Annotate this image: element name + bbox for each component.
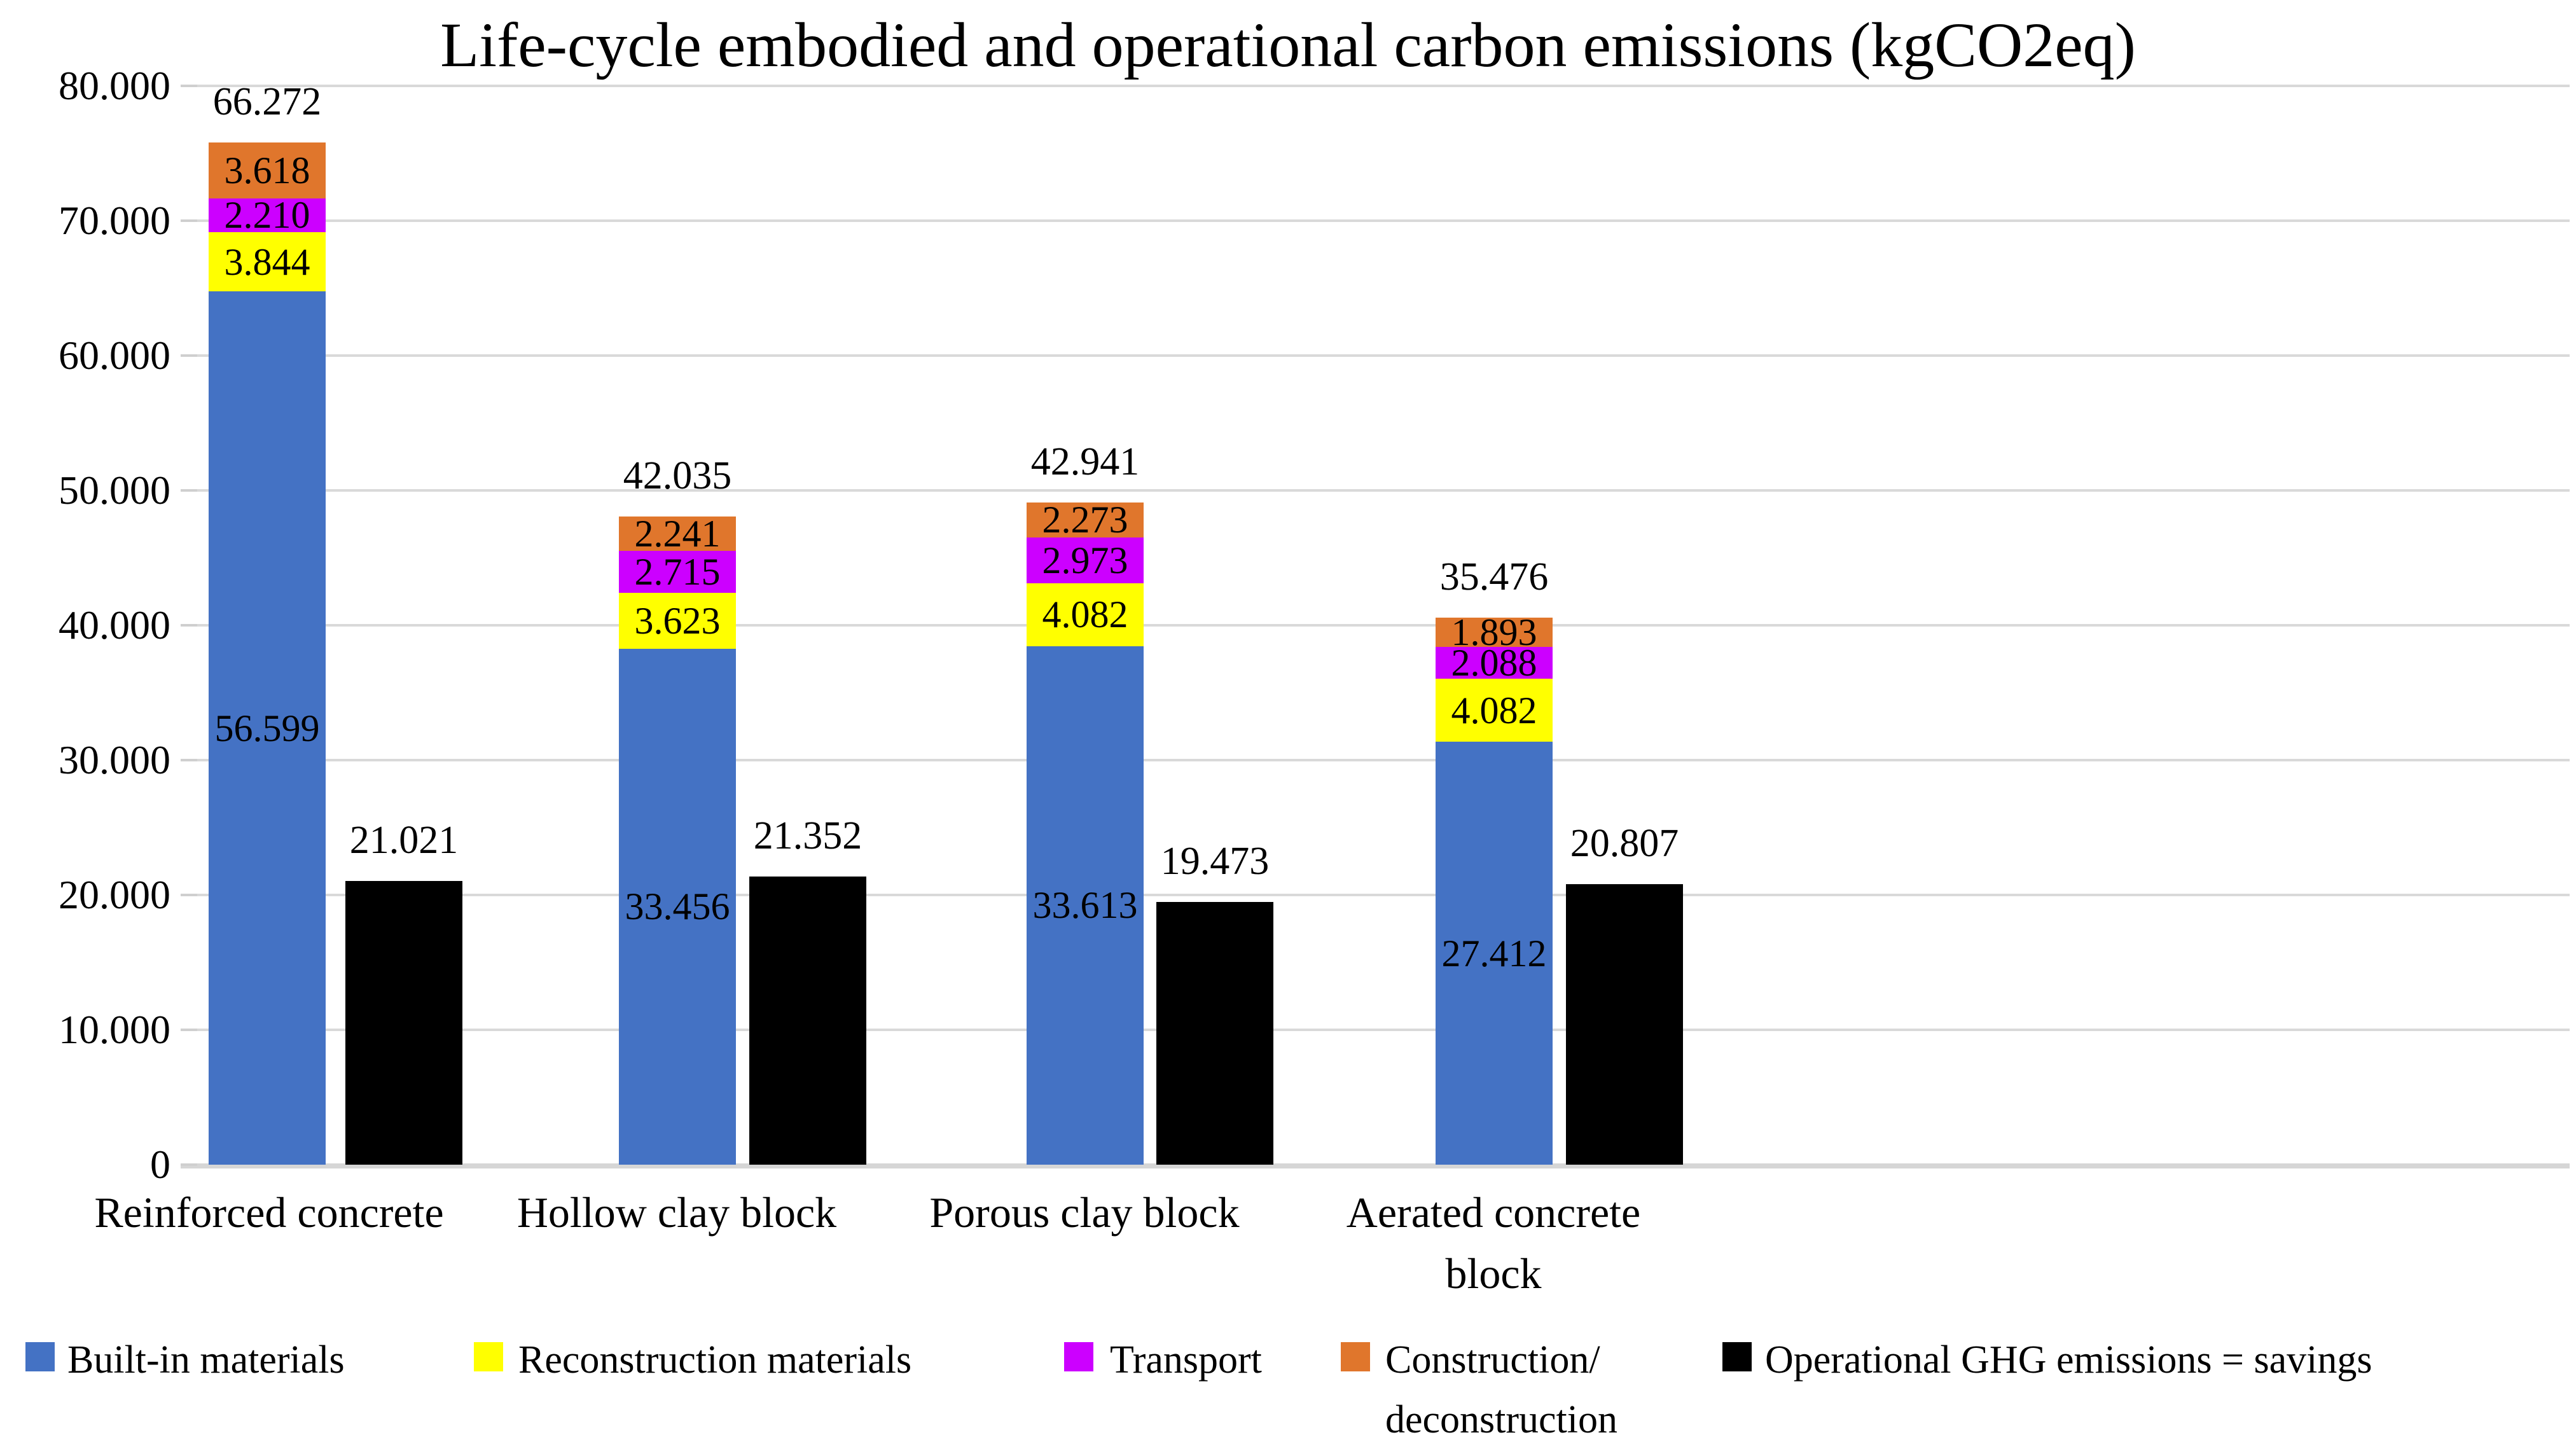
segment-value-label: 4.082 xyxy=(1451,689,1537,731)
legend-swatch xyxy=(25,1342,55,1371)
y-tick-mark xyxy=(181,354,197,357)
segment-value-label: 33.456 xyxy=(625,885,730,928)
y-tick-mark xyxy=(181,624,197,627)
category-label: Reinforced concrete xyxy=(94,1188,444,1237)
legend-swatch xyxy=(1064,1342,1093,1371)
x-axis-line xyxy=(181,1163,2570,1168)
operational-value-label: 19.473 xyxy=(1160,840,1270,884)
segment-value-label: 33.613 xyxy=(1032,884,1138,927)
total-value-label: 42.941 xyxy=(1030,440,1140,483)
y-tick-label: 50.000 xyxy=(59,468,170,513)
total-value-label: 66.272 xyxy=(212,80,322,123)
chart-title: Life-cycle embodied and operational carb… xyxy=(440,10,2136,80)
stacked-bar-segment xyxy=(209,198,326,233)
stacked-bar-segment xyxy=(1027,583,1144,646)
stacked-bar-segment xyxy=(1027,537,1144,583)
stacked-bar-segment xyxy=(1027,502,1144,537)
y-tick-mark xyxy=(181,489,197,492)
y-tick-label: 0 xyxy=(150,1142,170,1187)
segment-value-label: 3.844 xyxy=(224,240,310,283)
y-tick-mark xyxy=(181,1029,197,1031)
y-tick-label: 40.000 xyxy=(59,602,170,648)
stacked-bar-segment xyxy=(1436,742,1553,1165)
stacked-bar-segment xyxy=(619,648,736,1165)
total-value-label: 42.035 xyxy=(623,454,732,497)
legend-label: Reconstruction materials xyxy=(518,1338,912,1382)
total-value-label: 35.476 xyxy=(1439,555,1549,599)
gridline xyxy=(197,894,2570,896)
legend-label: Construction/ deconstruction xyxy=(1385,1338,1618,1441)
gridline xyxy=(197,624,2570,627)
y-tick-mark xyxy=(181,759,197,761)
segment-value-label: 1.893 xyxy=(1451,611,1537,653)
y-tick-label: 30.000 xyxy=(59,737,170,782)
legend-label: Transport xyxy=(1110,1338,1262,1382)
operational-value-label: 21.352 xyxy=(753,814,862,858)
category-label: Porous clay block xyxy=(929,1188,1240,1237)
stacked-bar-segment xyxy=(1436,617,1553,647)
y-tick-mark xyxy=(181,219,197,222)
operational-bar xyxy=(1156,902,1273,1165)
y-tick-label: 20.000 xyxy=(59,872,170,917)
stacked-bar-segment xyxy=(1436,646,1553,679)
segment-value-label: 2.210 xyxy=(224,194,310,237)
stacked-bar-segment xyxy=(209,232,326,292)
segment-value-label: 2.241 xyxy=(634,512,721,555)
operational-bar xyxy=(749,877,866,1165)
legend-swatch xyxy=(1722,1342,1752,1371)
segment-value-label: 2.973 xyxy=(1042,539,1128,581)
y-tick-mark xyxy=(181,1163,197,1166)
category-label: Aerated concrete block xyxy=(1346,1188,1641,1298)
gridline xyxy=(197,219,2570,222)
segment-value-label: 2.715 xyxy=(634,550,721,593)
legend-swatch xyxy=(474,1342,503,1371)
legend-swatch xyxy=(1341,1342,1370,1371)
category-label: Hollow clay block xyxy=(516,1188,837,1237)
y-tick-label: 80.000 xyxy=(59,63,170,108)
y-tick-label: 10.000 xyxy=(59,1007,170,1052)
stacked-bar-segment xyxy=(1436,679,1553,742)
legend-label: Operational GHG emissions = savings xyxy=(1765,1338,2372,1382)
segment-value-label: 4.082 xyxy=(1042,593,1128,636)
y-tick-mark xyxy=(181,894,197,896)
gridline xyxy=(197,354,2570,357)
y-tick-label: 70.000 xyxy=(59,198,170,243)
gridline xyxy=(197,1029,2570,1031)
stacked-bar-segment xyxy=(619,550,736,593)
stacked-bar-segment xyxy=(1027,646,1144,1165)
segment-value-label: 27.412 xyxy=(1441,932,1547,974)
segment-value-label: 3.618 xyxy=(224,149,310,191)
stacked-bar-segment xyxy=(619,592,736,649)
legend-label: Built-in materials xyxy=(67,1338,345,1382)
stacked-bar-segment xyxy=(209,291,326,1165)
segment-value-label: 3.623 xyxy=(634,599,721,642)
segment-value-label: 2.088 xyxy=(1451,641,1537,684)
gridline xyxy=(197,759,2570,761)
operational-value-label: 21.021 xyxy=(349,819,459,863)
stacked-bar-segment xyxy=(619,516,736,551)
y-tick-label: 60.000 xyxy=(59,333,170,378)
segment-value-label: 56.599 xyxy=(214,707,320,749)
operational-bar xyxy=(345,881,462,1165)
y-tick-mark xyxy=(181,85,197,87)
operational-bar xyxy=(1566,884,1683,1165)
stacked-bar-segment xyxy=(209,142,326,198)
gridline xyxy=(197,489,2570,492)
operational-value-label: 20.807 xyxy=(1570,821,1679,865)
gridline xyxy=(197,85,2570,87)
segment-value-label: 2.273 xyxy=(1042,499,1128,541)
